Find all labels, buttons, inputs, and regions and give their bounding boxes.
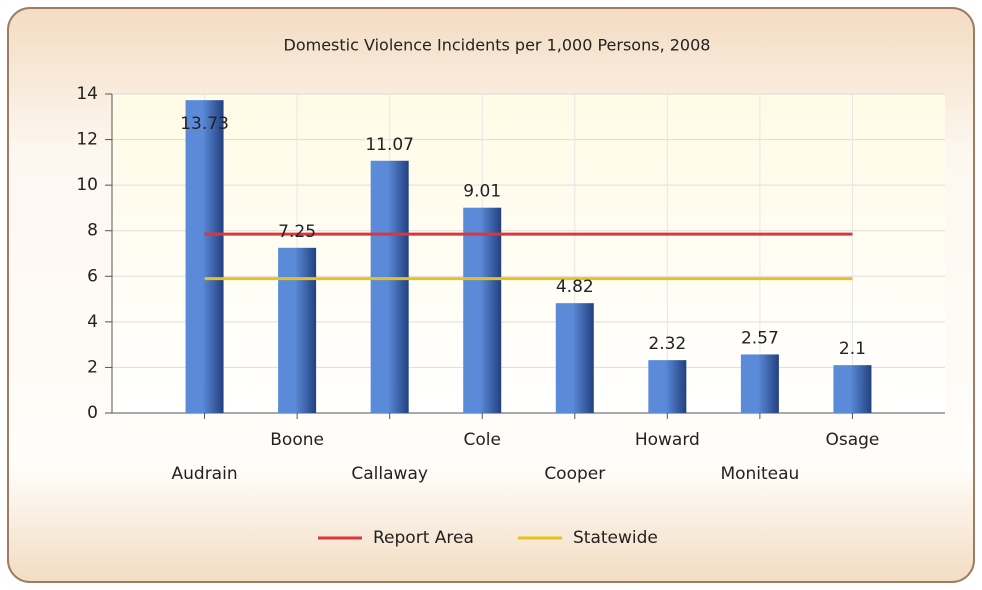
y-tick-label: 10: [76, 175, 98, 195]
y-tick-label: 12: [76, 130, 98, 150]
legend-label: Report Area: [373, 528, 474, 548]
x-tick-label: Cooper: [544, 464, 605, 484]
chart-title: Domestic Violence Incidents per 1,000 Pe…: [284, 36, 711, 55]
x-tick-label: Osage: [825, 430, 879, 450]
x-tick-label: Moniteau: [720, 464, 799, 484]
y-tick-label: 0: [87, 403, 98, 423]
value-label: 2.32: [648, 334, 686, 354]
value-label: 4.82: [556, 277, 594, 297]
bar: [463, 207, 502, 413]
x-tick-label: Callaway: [351, 464, 428, 484]
bar: [648, 360, 687, 413]
y-tick-label: 8: [87, 221, 98, 241]
bar: [833, 365, 872, 413]
x-tick-label: Howard: [635, 430, 700, 450]
bar: [370, 160, 409, 413]
value-label: 2.57: [741, 328, 779, 348]
x-tick-label: Audrain: [172, 464, 238, 484]
value-label: 11.07: [365, 135, 414, 155]
bar: [740, 354, 779, 413]
y-tick-label: 6: [87, 266, 98, 286]
plot-area: [112, 94, 945, 413]
y-tick-label: 14: [76, 84, 98, 104]
value-label: 9.01: [463, 182, 501, 202]
y-tick-label: 4: [87, 312, 98, 332]
value-label: 7.25: [278, 222, 316, 242]
x-tick-label: Cole: [463, 430, 500, 450]
legend-label: Statewide: [573, 528, 658, 548]
bar: [555, 303, 594, 413]
bar: [185, 100, 224, 413]
value-label: 2.1: [839, 339, 866, 359]
x-tick-label: Boone: [270, 430, 324, 450]
bar: [278, 247, 317, 413]
value-label: 13.73: [180, 114, 229, 134]
y-tick-label: 2: [87, 357, 98, 377]
